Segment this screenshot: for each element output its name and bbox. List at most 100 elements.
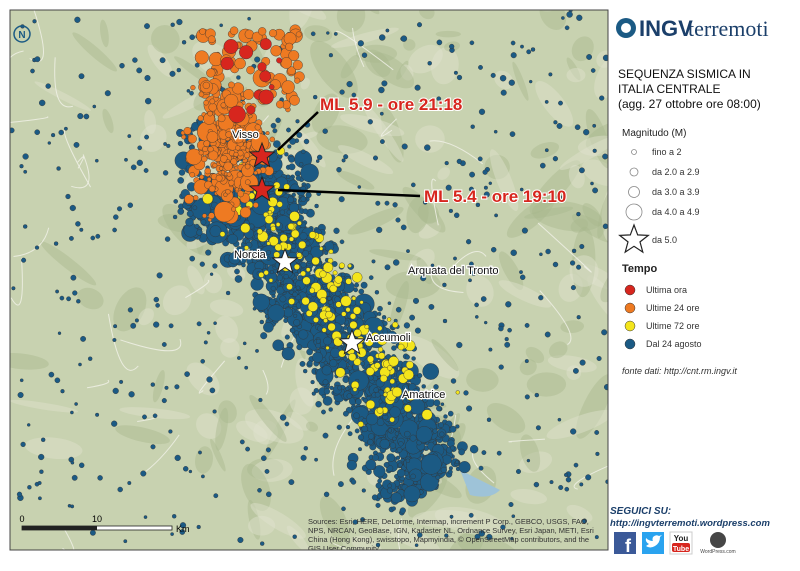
earthquake-dot xyxy=(228,179,235,186)
earthquake-dot xyxy=(209,98,216,105)
earthquake-dot xyxy=(319,270,327,278)
terrain-patch xyxy=(431,339,459,372)
earthquake-dot xyxy=(494,213,498,218)
earthquake-dot xyxy=(552,261,559,268)
earthquake-dot xyxy=(50,133,56,138)
earthquake-dot xyxy=(347,431,353,437)
terrain-patch xyxy=(412,510,477,528)
social-youtube[interactable]: You Tube xyxy=(669,531,693,555)
earthquake-dot xyxy=(478,108,486,115)
earthquake-dot xyxy=(400,35,408,42)
terrain-patch xyxy=(486,403,526,434)
earthquake-dot xyxy=(291,229,300,239)
terrain-patch xyxy=(40,241,97,286)
earthquake-dot xyxy=(113,214,119,220)
earthquake-dot xyxy=(23,169,28,174)
terrain-patch xyxy=(306,421,319,432)
earthquake-dot xyxy=(322,128,328,134)
terrain-patch xyxy=(363,0,381,3)
terrain-patch xyxy=(393,0,447,9)
earthquake-dot xyxy=(223,161,233,171)
earthquake-dot xyxy=(283,274,289,280)
north-label: N xyxy=(18,30,25,41)
terrain-patch xyxy=(702,132,771,197)
earthquake-dot xyxy=(367,119,373,125)
earthquake-dot xyxy=(310,31,316,37)
earthquake-dot xyxy=(205,249,212,256)
earthquake-dot xyxy=(397,462,403,468)
earthquake-dot xyxy=(367,439,374,446)
earthquake-dot xyxy=(353,306,362,315)
earthquake-dot xyxy=(323,491,330,498)
terrain-patch xyxy=(608,152,629,193)
earthquake-dot xyxy=(257,62,267,72)
earthquake-dot xyxy=(389,442,397,449)
social-facebook[interactable]: f xyxy=(614,532,636,556)
earthquake-dot xyxy=(267,304,285,322)
earthquake-dot xyxy=(419,453,424,458)
terrain-patch xyxy=(402,335,460,379)
terrain-patch xyxy=(72,32,117,72)
earthquake-dot xyxy=(392,436,397,441)
earthquake-dot xyxy=(386,487,393,494)
earthquake-dot xyxy=(329,385,334,390)
terrain-patch xyxy=(251,458,293,482)
earthquake-dot xyxy=(376,407,384,414)
earthquake-dot xyxy=(422,363,440,380)
earthquake-dot xyxy=(535,425,541,431)
earthquake-dot xyxy=(201,155,208,163)
earthquake-dot xyxy=(184,371,190,377)
social-wordpress[interactable]: WordPress.com xyxy=(700,532,736,555)
earthquake-dot xyxy=(258,89,274,105)
earthquake-dot xyxy=(60,389,65,394)
terrain-patch xyxy=(519,451,553,474)
earthquake-dot xyxy=(404,430,411,438)
earthquake-dot xyxy=(390,492,402,504)
earthquake-dot xyxy=(198,450,202,455)
terrain-patch xyxy=(402,186,446,233)
earthquake-dot xyxy=(433,384,439,390)
earthquake-dot xyxy=(307,360,313,367)
earthquake-dot xyxy=(374,362,381,369)
road xyxy=(332,417,354,476)
earthquake-dot xyxy=(365,413,379,426)
earthquake-dot xyxy=(92,104,97,109)
earthquake-dot xyxy=(310,380,315,385)
earthquake-dot xyxy=(453,256,457,261)
terrain-patch xyxy=(249,394,287,442)
social-twitter[interactable] xyxy=(642,532,664,554)
earthquake-dot xyxy=(377,311,382,316)
terrain-patch xyxy=(377,519,441,550)
earthquake-dot xyxy=(224,93,239,108)
scale-label: 10 xyxy=(92,514,102,524)
terrain-patch xyxy=(389,281,409,331)
terrain-patch xyxy=(526,372,567,397)
earthquake-dot xyxy=(280,57,293,69)
earthquake-dot xyxy=(417,22,423,28)
earthquake-dot xyxy=(189,255,195,262)
terrain-patch xyxy=(709,177,728,203)
earthquake-dot xyxy=(70,504,75,509)
earthquake-dot xyxy=(599,95,605,101)
earthquake-dot xyxy=(198,150,204,156)
earthquake-dot xyxy=(192,195,199,201)
earthquake-dot xyxy=(206,376,213,383)
earthquake-dot xyxy=(602,223,608,229)
earthquake-dot xyxy=(303,368,308,374)
legend-symbol xyxy=(624,320,636,332)
earthquake-dot xyxy=(433,399,441,407)
earthquake-dot xyxy=(177,208,185,215)
place-label: Visso xyxy=(232,129,259,141)
earthquake-dot xyxy=(258,271,265,278)
follow-url[interactable]: http://ingvterremoti.wordpress.com xyxy=(610,518,770,529)
terrain-patch xyxy=(525,346,545,364)
earthquake-dot xyxy=(493,129,498,134)
earthquake-dot xyxy=(326,31,330,35)
terrain-patch xyxy=(144,109,157,134)
earthquake-dot xyxy=(442,318,448,324)
earthquake-dot xyxy=(519,187,524,192)
earthquake-dot xyxy=(235,145,241,151)
earthquake-dot xyxy=(207,146,214,153)
legend-symbol xyxy=(624,302,636,314)
earthquake-dot xyxy=(435,474,441,480)
